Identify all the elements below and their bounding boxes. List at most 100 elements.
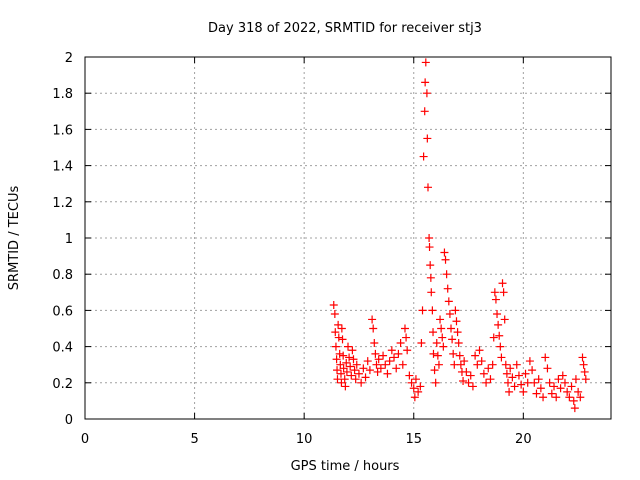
y-tick-label: 0 [65,413,73,428]
data-point [505,387,514,396]
data-point [447,324,456,333]
data-point [495,331,504,340]
data-point [379,351,388,360]
data-point [475,346,484,355]
data-point [543,364,552,373]
data-point [338,335,347,344]
data-point [383,369,392,378]
data-point [436,315,445,324]
data-point [451,306,460,315]
x-tick-label: 15 [405,432,422,447]
data-point [536,384,545,393]
data-point [419,152,428,161]
data-point [336,360,345,369]
data-point [336,369,345,378]
data-point [552,393,561,402]
data-point [337,324,346,333]
data-point [414,387,423,396]
data-point [580,367,589,376]
data-point [448,335,457,344]
data-point [411,375,420,384]
data-point [466,371,475,380]
data-point [345,353,354,362]
data-point [441,255,450,264]
data-point [340,375,349,384]
data-point [374,355,383,364]
data-point [579,360,588,369]
data-point [459,376,468,385]
data-point [350,366,359,375]
data-point [444,297,453,306]
data-point [420,107,429,116]
data-point [432,338,441,347]
data-point [339,364,348,373]
data-point [392,364,401,373]
x-tick-label: 0 [81,432,89,447]
data-point [434,360,443,369]
data-point [359,364,368,373]
y-axis-label: SRMTID / TECUs [7,186,22,291]
x-axis-label: GPS time / hours [291,459,400,474]
data-point [510,382,519,391]
data-point [439,342,448,351]
data-point [484,364,493,373]
data-point [479,369,488,378]
y-tick-label: 1.6 [52,123,73,138]
data-point [373,367,382,376]
data-point [390,353,399,362]
data-point [541,353,550,362]
data-point [387,346,396,355]
data-point [567,382,576,391]
x-tick-label: 20 [515,432,532,447]
data-point [354,369,363,378]
data-point [547,389,556,398]
data-point [563,387,572,396]
data-point [453,328,462,337]
data-point [352,360,361,369]
data-point [385,357,394,366]
data-point [331,328,340,337]
data-point [421,58,430,67]
data-point [344,342,352,351]
data-point [506,364,515,373]
data-point [500,315,509,324]
data-point [440,248,449,257]
data-point [550,382,559,391]
data-point [426,273,435,282]
data-point [369,324,378,333]
data-point [449,349,458,358]
data-point [421,78,430,87]
y-tick-label: 1 [65,232,73,247]
data-point [496,342,505,351]
data-point [376,364,385,373]
data-point [497,353,506,362]
data-point [425,243,434,252]
data-point [341,382,350,391]
data-point [558,371,567,380]
data-point [429,349,438,358]
y-tick-label: 2 [65,51,73,66]
data-point [403,346,412,355]
data-point [429,328,438,337]
data-point [560,378,569,387]
y-tick-label: 1.4 [52,160,73,175]
data-point [425,234,434,242]
plot-frame [84,56,612,420]
data-point [556,384,565,393]
data-point [462,367,471,376]
y-tick-label: 0.4 [52,341,73,356]
y-tick-label: 0.6 [52,304,73,319]
data-point [482,378,491,387]
data-point [456,360,465,369]
data-point [332,355,341,364]
data-point [460,357,469,366]
data-point [410,393,419,402]
data-point [357,378,366,387]
data-point [491,295,500,304]
data-point [402,333,411,342]
data-point [508,373,517,382]
data-point [437,324,446,333]
axis-ticks: 00.20.40.60.811.21.41.61.820 5 10 15 20 [52,51,611,447]
data-point [519,387,528,396]
data-point [334,333,343,342]
